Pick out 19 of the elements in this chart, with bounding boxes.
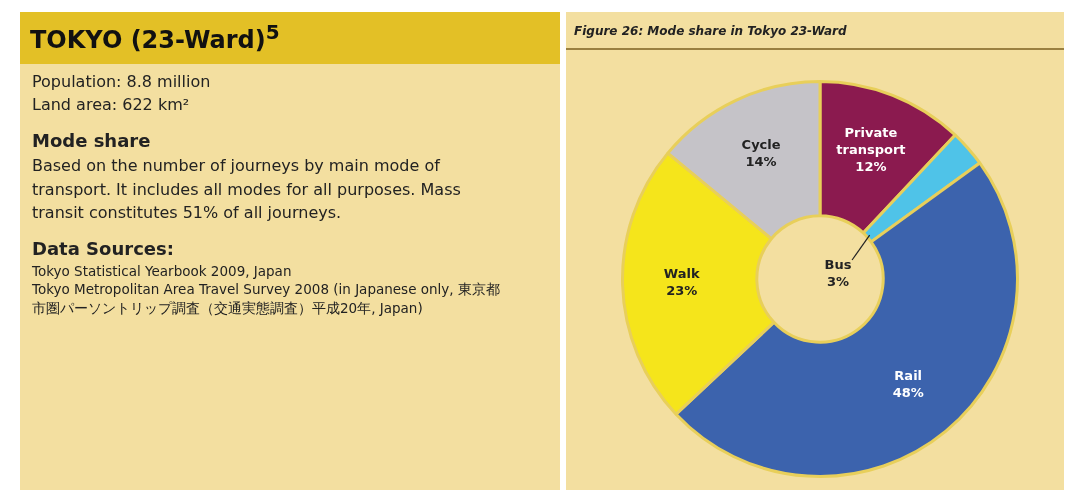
text: Population: 8.8 million bbox=[32, 71, 212, 93]
data-label: 12% bbox=[855, 158, 887, 174]
slice-label: Bus bbox=[824, 256, 852, 272]
text: Mode share bbox=[32, 129, 152, 154]
data-label: 23% bbox=[666, 283, 698, 299]
text: Land area: 622 km² bbox=[32, 94, 191, 117]
slice-label: Rail bbox=[894, 368, 923, 384]
text: Data Sources: bbox=[32, 237, 175, 262]
data-label: 48% bbox=[892, 385, 924, 401]
text: Tokyo Metropolitan Area Travel Survey 2008 (in Japanese only, 東京都市圏パーソントリップ調査（交通実態調査）平成20年, Japan) bbox=[32, 280, 501, 317]
text: Based on the number of journeys by main mode of transport. It includes all modes for all purposes. Mass transit constitutes 51% of all journeys. bbox=[32, 155, 462, 224]
text: TOKYO (23-Ward)$^{5}$ bbox=[20, 12, 560, 64]
text: Tokyo Statistical Yearbook 2009, Japan bbox=[32, 262, 293, 281]
data-label: 3% bbox=[827, 273, 850, 289]
slice-label: Cycle bbox=[741, 136, 781, 152]
data-label: 14% bbox=[745, 153, 777, 169]
slice-label: Private transport bbox=[836, 124, 906, 157]
slice-label: Walk bbox=[663, 266, 700, 282]
chart-title: Figure 26: Mode share in Tokyo 23-Ward bbox=[566, 12, 1064, 50]
